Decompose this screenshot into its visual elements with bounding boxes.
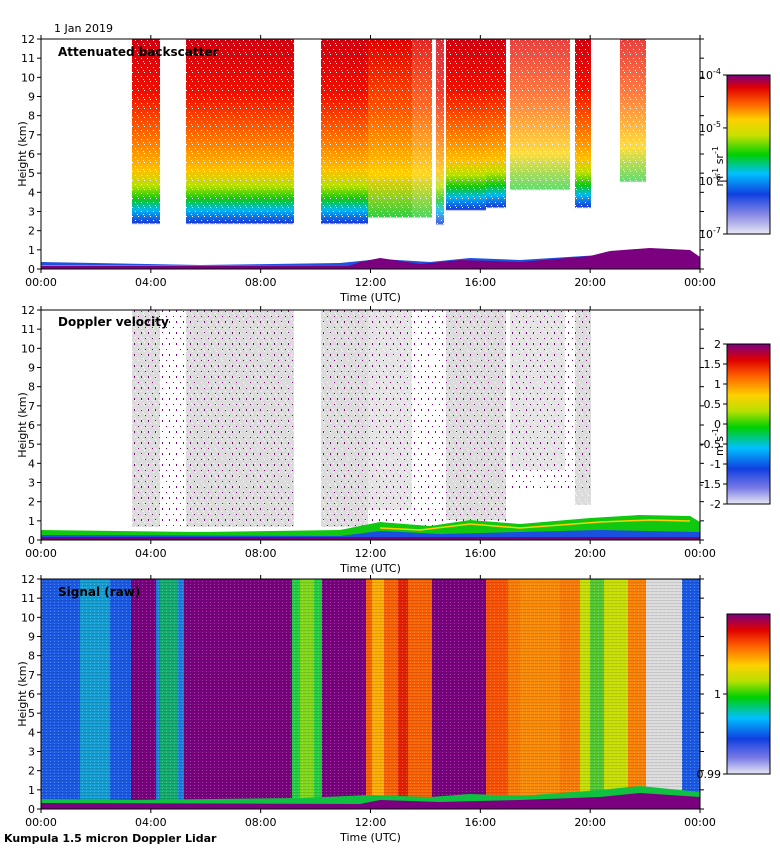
y-tick-label: 6 xyxy=(28,419,35,432)
y-tick-label: 5 xyxy=(28,707,35,720)
x-tick-label: 04:00 xyxy=(135,276,167,289)
y-tick-label: 2 xyxy=(28,496,35,509)
y-tick-label: 2 xyxy=(28,765,35,778)
x-tick-label: 12:00 xyxy=(355,547,387,560)
colorbar-tick-label: 10-7 xyxy=(699,226,721,241)
colorbar-unit-label: m-1 sr-1 xyxy=(711,146,726,186)
x-tick-label: 08:00 xyxy=(245,276,277,289)
y-tick-label: 1 xyxy=(28,244,35,257)
colorbar-tick-label: 1 xyxy=(714,378,721,391)
colorbar-tick-label: 0.99 xyxy=(697,768,722,781)
footer-label: Kumpula 1.5 micron Doppler Lidar xyxy=(4,832,217,845)
y-tick-label: 12 xyxy=(21,304,35,317)
y-tick-label: 5 xyxy=(28,438,35,451)
y-tick-label: 11 xyxy=(21,323,35,336)
velocity-colorbar xyxy=(726,343,771,505)
y-tick-label: 10 xyxy=(21,342,35,355)
y-tick-label: 10 xyxy=(21,71,35,84)
y-tick-label: 8 xyxy=(28,110,35,123)
y-tick-label: 3 xyxy=(28,477,35,490)
y-tick-label: 0 xyxy=(28,263,35,276)
x-tick-label: 00:00 xyxy=(684,816,716,829)
x-tick-label: 12:00 xyxy=(355,816,387,829)
y-tick-label: 4 xyxy=(28,726,35,739)
colorbar-tick-label: -2 xyxy=(710,498,721,511)
y-tick-label: 3 xyxy=(28,206,35,219)
y-tick-label: 4 xyxy=(28,186,35,199)
y-tick-label: 7 xyxy=(28,129,35,142)
colorbar-unit-label: m s-1 xyxy=(711,428,726,456)
backscatter-title: Attenuated backscatter xyxy=(58,45,218,59)
y-tick-label: 2 xyxy=(28,225,35,238)
colorbar-tick-label: 0.5 xyxy=(704,398,722,411)
colorbar-tick-label: 10-6 xyxy=(699,173,721,188)
x-tick-label: 16:00 xyxy=(464,276,496,289)
date-label: 1 Jan 2019 xyxy=(54,22,113,35)
x-tick-label: 12:00 xyxy=(355,276,387,289)
signal-colorbar xyxy=(726,613,771,775)
x-tick-label: 04:00 xyxy=(135,547,167,560)
colorbar-tick-label: 1.5 xyxy=(704,358,722,371)
y-tick-label: 3 xyxy=(28,746,35,759)
y-tick-label: 8 xyxy=(28,650,35,663)
x-axis-label: Time (UTC) xyxy=(339,831,401,844)
y-tick-label: 9 xyxy=(28,91,35,104)
y-tick-label: 12 xyxy=(21,573,35,586)
y-tick-label: 5 xyxy=(28,167,35,180)
velocity-title: Doppler velocity xyxy=(58,315,169,329)
y-tick-label: 0 xyxy=(28,803,35,816)
x-tick-label: 08:00 xyxy=(245,547,277,560)
colorbar-tick-label: -0.5 xyxy=(700,438,721,451)
x-tick-label: 20:00 xyxy=(574,276,606,289)
signal-panel xyxy=(41,579,700,809)
x-axis-label: Time (UTC) xyxy=(339,562,401,575)
colorbar-tick-label: 10-4 xyxy=(699,67,721,82)
y-tick-label: 9 xyxy=(28,631,35,644)
y-tick-label: 11 xyxy=(21,592,35,605)
y-tick-label: 8 xyxy=(28,381,35,394)
signal-title: Signal (raw) xyxy=(58,585,140,599)
colorbar-tick-label: 2 xyxy=(714,338,721,351)
y-tick-label: 4 xyxy=(28,457,35,470)
x-tick-label: 00:00 xyxy=(684,547,716,560)
y-tick-label: 11 xyxy=(21,52,35,65)
backscatter-colorbar xyxy=(726,74,771,235)
y-tick-label: 1 xyxy=(28,515,35,528)
x-tick-label: 00:00 xyxy=(684,276,716,289)
x-tick-label: 00:00 xyxy=(25,816,57,829)
y-tick-label: 1 xyxy=(28,784,35,797)
backscatter-panel xyxy=(41,39,700,269)
y-tick-label: 6 xyxy=(28,688,35,701)
y-axis-label: Height (km) xyxy=(16,661,29,727)
x-tick-label: 16:00 xyxy=(464,816,496,829)
y-tick-label: 10 xyxy=(21,611,35,624)
x-tick-label: 08:00 xyxy=(245,816,277,829)
y-tick-label: 0 xyxy=(28,534,35,547)
colorbar-tick-label: 0 xyxy=(714,418,721,431)
x-tick-label: 00:00 xyxy=(25,276,57,289)
y-tick-label: 9 xyxy=(28,362,35,375)
colorbar-tick-label: -1.5 xyxy=(700,478,721,491)
colorbar-tick-label: -1 xyxy=(710,458,721,471)
y-axis-label: Height (km) xyxy=(16,392,29,458)
velocity-panel xyxy=(41,310,700,540)
y-tick-label: 7 xyxy=(28,669,35,682)
x-tick-label: 20:00 xyxy=(574,816,606,829)
colorbar-tick-label: 1 xyxy=(714,688,721,701)
x-tick-label: 20:00 xyxy=(574,547,606,560)
x-tick-label: 00:00 xyxy=(25,547,57,560)
x-axis-label: Time (UTC) xyxy=(339,291,401,304)
y-tick-label: 7 xyxy=(28,400,35,413)
x-tick-label: 16:00 xyxy=(464,547,496,560)
x-tick-label: 04:00 xyxy=(135,816,167,829)
y-tick-label: 6 xyxy=(28,148,35,161)
y-tick-label: 12 xyxy=(21,33,35,46)
colorbar-tick-label: 10-5 xyxy=(699,120,721,135)
y-axis-label: Height (km) xyxy=(16,121,29,187)
